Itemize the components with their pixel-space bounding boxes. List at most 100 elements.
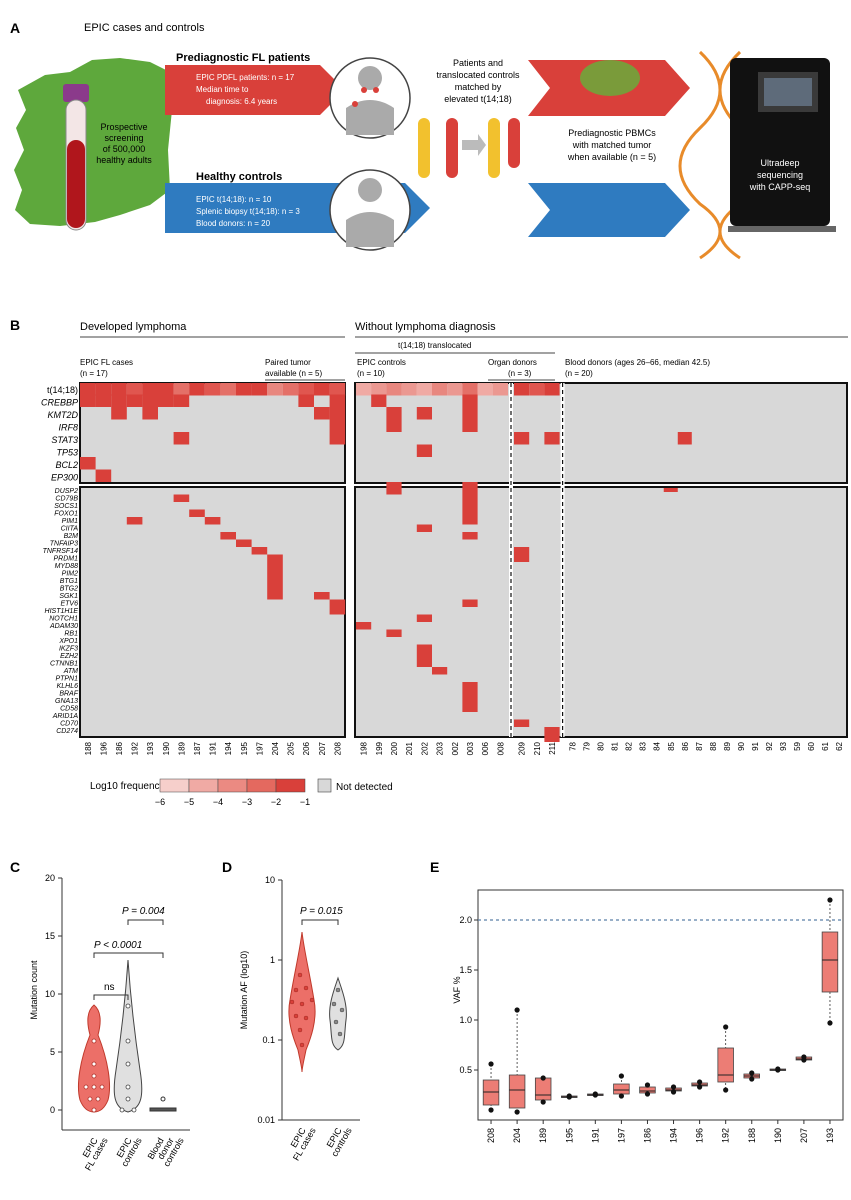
box-point [670,1089,677,1095]
column-label: 201 [405,741,414,755]
row-label-lower: CIITA [61,526,79,533]
heatmap-cell-t1418 [126,383,143,396]
heatmap-cell-t1418 [142,383,158,396]
heatmap-cell-mut [462,494,478,502]
column-label: 86 [681,741,690,750]
column-label: 205 [287,741,296,755]
violin-fl-points [83,1038,105,1113]
column-label: 87 [695,741,704,750]
heatmap-cell-t1418 [477,383,493,396]
heatmap-cell-mut [462,704,478,712]
heatmap-cell-mut [462,502,478,510]
row-label-lower: SGK1 [59,593,78,600]
legend-tick: −2 [271,797,281,807]
heatmap-cell-mut [189,509,205,517]
match-line-4: elevated t(14;18) [444,94,512,104]
e-xtick-label: 186 [642,1128,652,1143]
box-point [749,1070,755,1076]
heatmap-ctrl-lower [354,486,848,738]
c-ytick-15: 15 [45,931,55,941]
heatmap-cell-mut [514,432,530,445]
e-xtick-label: 195 [564,1128,574,1143]
column-label: 90 [737,741,746,750]
heatmap-cell-t1418 [298,383,314,396]
row-label-lower: SOCS1 [54,503,78,510]
row-label-lower: CD70 [60,721,78,728]
heatmap-cell-t1418 [111,383,127,396]
fl-arrow [165,65,345,115]
heatmap-cell-mut [126,394,143,407]
heatmap-cell-mut [514,547,530,555]
heatmap-cell-mut [267,577,283,585]
paired-label: Paired tumor [265,358,311,367]
legend-tick: −1 [300,797,310,807]
d-ytick-10: 10 [265,875,275,885]
panel-a-title: EPIC cases and controls [84,22,205,34]
box-point [644,1091,651,1097]
panel-d: D Mutation AF (log10) 10 1 0.1 0.01 P = … [222,859,360,1162]
panel-a-label: A [10,20,20,36]
pbmc-line-2: with matched tumor [572,140,652,150]
column-label: 85 [667,741,676,750]
organ-n: (n = 3) [508,369,532,378]
column-label: 203 [436,741,445,755]
panel-c-brackets [93,919,164,1000]
row-label-lower: ATM [63,668,78,675]
row-label-lower: NOTCH1 [49,616,78,623]
box-point [592,1092,598,1098]
heatmap-cell-mut [111,407,127,420]
heatmap-cell-mut [173,432,190,445]
e-ytick-label: 2.0 [459,915,472,925]
column-label: 210 [533,741,542,755]
column-label: 84 [653,741,662,750]
epic-controls-label: EPIC controls [357,358,406,367]
c-ytick-0: 0 [50,1105,55,1115]
fl-line-3: diagnosis: 6.4 years [206,97,277,106]
box-point [697,1084,703,1090]
heatmap-cell-mut [462,407,478,420]
heatmap-cell-mut [142,407,158,420]
heatmap-cell-mut [416,524,432,532]
heatmap-cell-mut [267,569,283,577]
heatmap-cell-mut [462,532,478,540]
heatmap-cell-t1418 [401,383,417,396]
heatmap-cell-mut [386,629,402,637]
heatmap-cell-mut [95,394,112,407]
legend-swatch [188,778,219,793]
match-line-1: Patients and [453,58,503,68]
heatmap-cell-t1418 [189,383,205,396]
box-point [488,1061,494,1067]
translocated-header: t(14;18) translocated [398,341,471,350]
box-point [514,1109,520,1115]
e-xtick-label: 189 [538,1128,548,1143]
column-label: 202 [420,741,429,755]
heatmap-fl-lower [79,486,346,738]
panel-d-yticks: 10 1 0.1 0.01 [257,875,282,1125]
heatmap-cell-t1418 [95,383,112,396]
row-label-top: TP53 [56,448,78,458]
blood-tube-icon [63,84,89,231]
sequencer-icon [728,58,836,232]
column-label: 89 [723,741,732,750]
column-label: 209 [518,741,527,755]
box-point [801,1057,807,1063]
row-label-lower: PTPN1 [55,676,78,683]
violin-ec-points [119,1003,137,1113]
row-label-lower: BTG1 [60,578,78,585]
heatmap-cell-mut [329,419,346,432]
legend-swatch [217,778,248,793]
box-iqr [717,1047,734,1083]
row-label-top: CREBBP [41,398,78,408]
pbmc-arrow [528,183,690,237]
panel-d-p: P = 0.015 [300,906,343,917]
legend-tick: −4 [213,797,223,807]
heatmap-cell-mut [416,659,432,667]
violin-fl [77,1004,111,1113]
heatmap-cell-mut [462,517,478,525]
seq-line-2: sequencing [757,170,803,180]
column-label: 88 [709,741,718,750]
heatmap-cell-mut [314,592,330,600]
hc-line-3: Blood donors: n = 20 [196,219,271,228]
column-label: 93 [779,741,788,750]
heatmap-cell-t1418 [492,383,508,396]
